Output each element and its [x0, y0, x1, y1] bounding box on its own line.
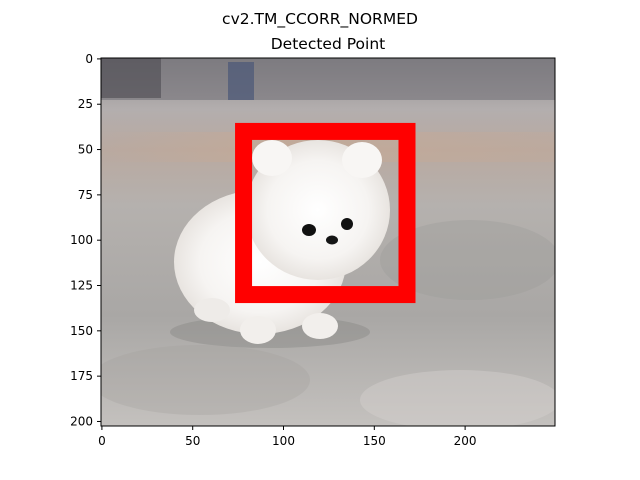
puppy-eye-left: [302, 224, 316, 236]
y-tick-label: 125: [70, 279, 93, 293]
axes-title: Detected Point: [271, 35, 385, 53]
y-tick-label: 0: [85, 52, 93, 66]
x-axis: 0 50 100 150 200: [98, 426, 477, 448]
puppy-ear-right: [342, 142, 382, 178]
puppy-ear-left: [252, 140, 292, 176]
figure-suptitle: cv2.TM_CCORR_NORMED: [222, 10, 418, 29]
y-tick-label: 100: [70, 233, 93, 247]
detection-box: [235, 122, 416, 304]
puppy: [170, 140, 390, 348]
x-tick-label: 100: [272, 434, 295, 448]
y-tick-label: 25: [78, 97, 93, 111]
image-area: [101, 58, 555, 426]
y-tick-label: 200: [70, 414, 93, 428]
dark-object-top-left: [101, 58, 161, 98]
x-tick-label: 150: [363, 434, 386, 448]
x-tick-label: 0: [98, 434, 106, 448]
puppy-leg-left: [240, 316, 276, 344]
puppy-nose: [326, 235, 338, 245]
x-tick-label: 200: [454, 434, 477, 448]
y-tick-label: 50: [78, 143, 93, 157]
dark-top-band: [101, 58, 555, 100]
y-tick-label: 175: [70, 369, 93, 383]
pavement-texture-a: [380, 220, 555, 300]
y-tick-label: 150: [70, 324, 93, 338]
x-tick-label: 50: [185, 434, 200, 448]
pavement-texture-b: [101, 345, 310, 415]
y-tick-label: 75: [78, 188, 93, 202]
pavement-light: [360, 370, 555, 426]
blue-object-top: [228, 62, 254, 100]
puppy-eye-right: [341, 218, 353, 230]
y-axis: 0 25 50 75 100 125 150 175 200: [70, 52, 101, 428]
axes-frame: [100, 57, 556, 427]
puppy-leg-right: [302, 313, 338, 339]
puppy-leg-back: [194, 298, 230, 322]
